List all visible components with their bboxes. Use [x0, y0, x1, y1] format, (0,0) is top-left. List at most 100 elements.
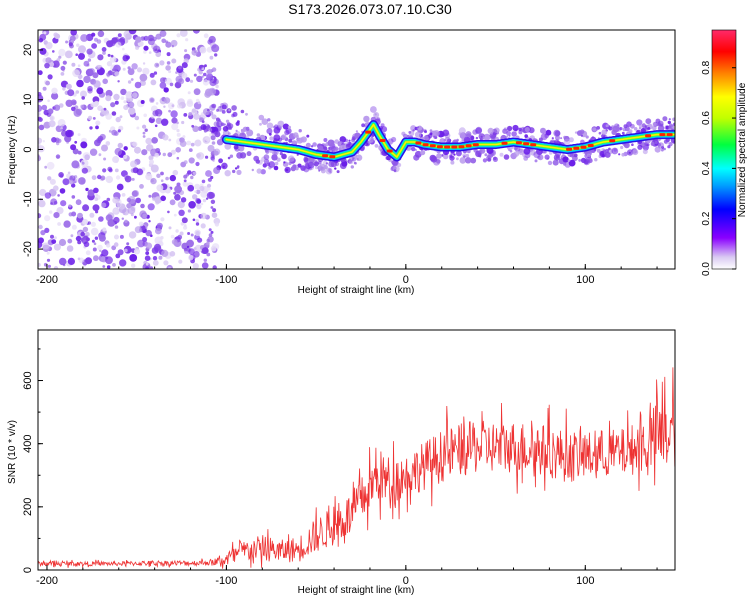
spectrogram-noise-dot — [78, 52, 85, 60]
spectrogram-band-dot — [273, 165, 279, 171]
spectrogram-noise-dot — [59, 188, 66, 194]
spectrogram-noise-dot — [47, 74, 53, 80]
spectrogram-x-ticks: -200 -100 0 100 — [36, 264, 658, 286]
spectrogram-noise-dot — [72, 101, 77, 105]
spectrogram-noise-dot — [75, 199, 82, 206]
spectrogram-noise-dot — [191, 108, 197, 113]
spectrogram-noise-dot — [175, 71, 178, 74]
spectrogram-noise-dot — [109, 56, 117, 63]
spectrogram-band-dot — [274, 161, 279, 166]
spectrogram-band-dot — [573, 153, 578, 158]
spectrogram-band-dot — [585, 135, 589, 139]
spectrogram-band-dot — [281, 153, 287, 160]
spectrogram-noise-dot — [195, 231, 200, 236]
spectrogram-noise-dot — [183, 160, 188, 165]
spectrogram-peak — [329, 155, 336, 159]
spectrogram-noise-dot — [149, 97, 155, 103]
spectrogram-band-dot — [363, 115, 370, 123]
spectrogram-noise-dot — [45, 80, 50, 86]
spectrogram-noise-dot — [91, 175, 97, 181]
spectrogram-band-dot — [652, 122, 657, 127]
spectrogram-noise-dot — [127, 206, 136, 215]
spectrogram-noise-dot — [106, 61, 113, 67]
spectrogram-noise-dot — [128, 231, 137, 239]
spectrogram-noise-dot — [165, 65, 171, 71]
spectrogram-noise-dot — [154, 152, 159, 158]
spectrogram-noise-dot — [102, 265, 106, 268]
spectrogram-noise-dot — [193, 251, 200, 258]
spectrogram-band-dot — [212, 159, 215, 162]
spectrogram-noise-dot — [139, 73, 148, 82]
spectrogram-noise-dot — [187, 209, 191, 213]
spectrogram-peak — [523, 142, 530, 146]
spectrogram-peak — [515, 141, 522, 145]
spectrogram-band-dot — [563, 138, 571, 145]
spectrogram-band-dot — [611, 147, 619, 155]
spectrogram-noise-dot — [195, 222, 200, 226]
spectrogram-noise-dot — [165, 176, 169, 181]
spectrogram-noise-dot — [183, 224, 187, 227]
spectrogram-noise-dot — [214, 53, 218, 57]
spectrogram-band-dot — [295, 166, 299, 171]
spectrogram-noise-dot — [132, 92, 138, 99]
spectrogram-band-dot — [273, 126, 281, 134]
spectrogram-band-dot — [221, 162, 228, 170]
spectrogram-noise-dot — [38, 70, 43, 76]
spectrogram-noise-dot — [39, 188, 47, 197]
snr-x-tick-label: -200 — [36, 575, 58, 587]
spectrogram-noise-dot — [71, 224, 77, 230]
spectrogram-y-tick-label: 20 — [22, 44, 34, 56]
spectrogram-noise-dot — [49, 210, 53, 214]
spectrogram-noise-dot — [168, 226, 172, 230]
spectrogram-noise-dot — [149, 72, 155, 78]
snr-y-tick-label: 200 — [22, 498, 34, 516]
spectrogram-noise-dot — [44, 215, 51, 222]
spectrogram-noise-dot — [90, 102, 96, 108]
spectrogram-noise-dot — [161, 118, 169, 126]
spectrogram-noise-dot — [152, 45, 161, 54]
spectrogram-band-dot — [259, 122, 262, 126]
spectrogram-peak — [322, 154, 329, 158]
spectrogram-noise-dot — [47, 108, 54, 115]
spectrogram-band-dot — [610, 127, 614, 131]
spectrogram-peak — [587, 144, 594, 147]
spectrogram-noise-dot — [80, 231, 85, 237]
spectrogram-noise-dot — [112, 263, 116, 267]
spectrogram-noise-dot — [106, 265, 111, 269]
spectrogram-noise-dot — [89, 126, 93, 130]
spectrogram-noise-dot — [203, 258, 207, 262]
spectrogram-noise-dot — [48, 120, 56, 128]
spectrogram-noise-dot — [105, 113, 112, 120]
spectrogram-x-tick-label: 0 — [403, 274, 409, 286]
spectrogram-noise-dot — [110, 102, 116, 108]
spectrogram-noise-dot — [178, 209, 185, 216]
spectrogram-noise-dot — [121, 217, 125, 220]
spectrogram-band-dot — [312, 142, 317, 147]
spectrogram-band-dot — [234, 167, 238, 170]
spectrogram-noise-dot — [56, 156, 60, 159]
spectrogram-noise-dot — [210, 230, 214, 234]
spectrogram-noise-dot — [38, 104, 43, 112]
spectrogram-noise-dot — [97, 244, 103, 251]
spectrogram-noise-dot — [94, 100, 100, 106]
spectrogram-noise-dot — [90, 227, 99, 236]
spectrogram-noise-dot — [201, 247, 209, 255]
spectrogram-noise-dot — [177, 201, 185, 209]
spectrogram-noise-dot — [92, 247, 97, 252]
spectrogram-noise-dot — [193, 247, 197, 251]
spectrogram-band-dot — [218, 158, 224, 164]
spectrogram-noise-dot — [135, 36, 142, 43]
spectrogram-band-dot — [636, 119, 643, 126]
spectrogram-noise-dot — [54, 33, 61, 40]
spectrogram-band-dot — [503, 154, 510, 160]
spectrogram-noise-dot — [58, 172, 64, 178]
spectrogram-band-dot — [657, 125, 665, 132]
spectrogram-noise-dot — [91, 43, 97, 49]
spectrogram-band-dot — [350, 165, 354, 169]
spectrogram-peak — [458, 145, 465, 149]
spectrogram-noise-dot — [167, 152, 173, 158]
spectrogram-noise-dot — [161, 38, 166, 44]
spectrogram-band-dot — [393, 169, 397, 173]
spectrogram-band-dot — [318, 163, 326, 171]
spectrogram-band-dot — [246, 151, 252, 157]
